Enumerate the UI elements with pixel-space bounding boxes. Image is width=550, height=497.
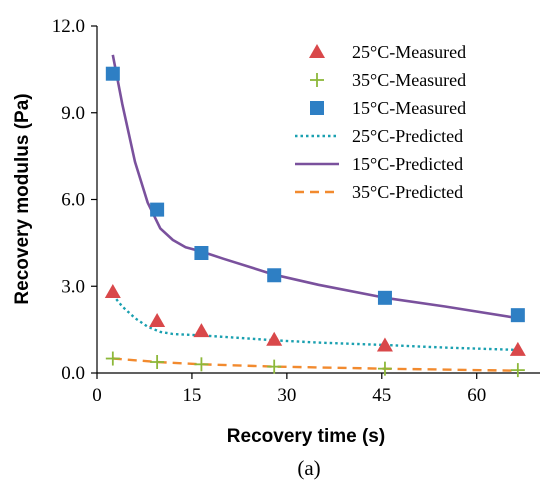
- point-25c-measured: [266, 331, 283, 346]
- y-tick-label: 3.0: [61, 276, 85, 297]
- legend-item-15c-predicted: 15°C-Predicted: [295, 154, 463, 174]
- x-tick-label: 0: [92, 385, 102, 406]
- x-tick-label: 15: [182, 385, 201, 406]
- point-25c-measured: [376, 337, 393, 352]
- point-15c-measured: [377, 290, 392, 305]
- x-axis-title: Recovery time (s): [227, 426, 385, 447]
- axes: 0.0 3.0 6.0 9.0 12.0 0 15 30 45 60: [52, 16, 540, 406]
- legend-label: 25°C-Measured: [352, 42, 466, 62]
- point-25c-measured: [149, 312, 166, 327]
- y-tick-label: 12.0: [52, 16, 85, 37]
- legend-label: 15°C-Measured: [352, 98, 466, 118]
- series-line-25c-predicted: [111, 294, 518, 352]
- y-tick-label: 0.0: [61, 363, 85, 384]
- legend-label: 25°C-Predicted: [352, 126, 463, 146]
- point-35c-measured: [267, 359, 282, 374]
- point-15c-measured: [194, 245, 209, 260]
- point-35c-measured: [194, 357, 209, 372]
- figure-caption: (a): [297, 456, 320, 480]
- point-15c-measured: [510, 308, 525, 323]
- x-tick-label: 45: [372, 385, 391, 406]
- point-25c-measured: [509, 341, 526, 356]
- legend-item-15c-measured: 15°C-Measured: [310, 98, 466, 118]
- point-15c-measured: [267, 268, 282, 283]
- legend-symbol: [309, 44, 325, 58]
- point-35c-measured: [510, 363, 525, 378]
- x-tick-label: 60: [467, 385, 486, 406]
- legend: 25°C-Measured 35°C-Measured 15°C-Measured 2…: [295, 42, 466, 202]
- series-line-35c-predicted: [112, 357, 518, 372]
- legend-label: 35°C-Measured: [352, 70, 466, 90]
- legend-symbol: [310, 101, 324, 115]
- legend-item-25c-predicted: 25°C-Predicted: [295, 126, 463, 146]
- point-25c-measured: [104, 284, 121, 299]
- point-35c-measured: [377, 361, 392, 376]
- point-35c-measured: [150, 355, 165, 370]
- legend-item-25c-measured: 25°C-Measured: [309, 42, 466, 62]
- y-tick-label: 9.0: [61, 103, 85, 124]
- marks: [104, 54, 526, 378]
- point-15c-measured: [150, 202, 165, 217]
- legend-item-35c-measured: 35°C-Measured: [310, 70, 466, 90]
- series-line-15c-predicted: [111, 54, 519, 320]
- legend-item-35c-predicted: 35°C-Predicted: [295, 182, 463, 202]
- legend-label: 15°C-Predicted: [352, 154, 463, 174]
- y-axis-title: Recovery modulus (Pa): [12, 93, 33, 304]
- legend-label: 35°C-Predicted: [352, 182, 463, 202]
- point-35c-measured: [105, 351, 120, 366]
- point-25c-measured: [193, 323, 210, 338]
- point-15c-measured: [105, 66, 120, 81]
- x-tick-label: 30: [277, 385, 296, 406]
- y-tick-label: 6.0: [61, 190, 85, 211]
- legend-symbol: [310, 73, 324, 87]
